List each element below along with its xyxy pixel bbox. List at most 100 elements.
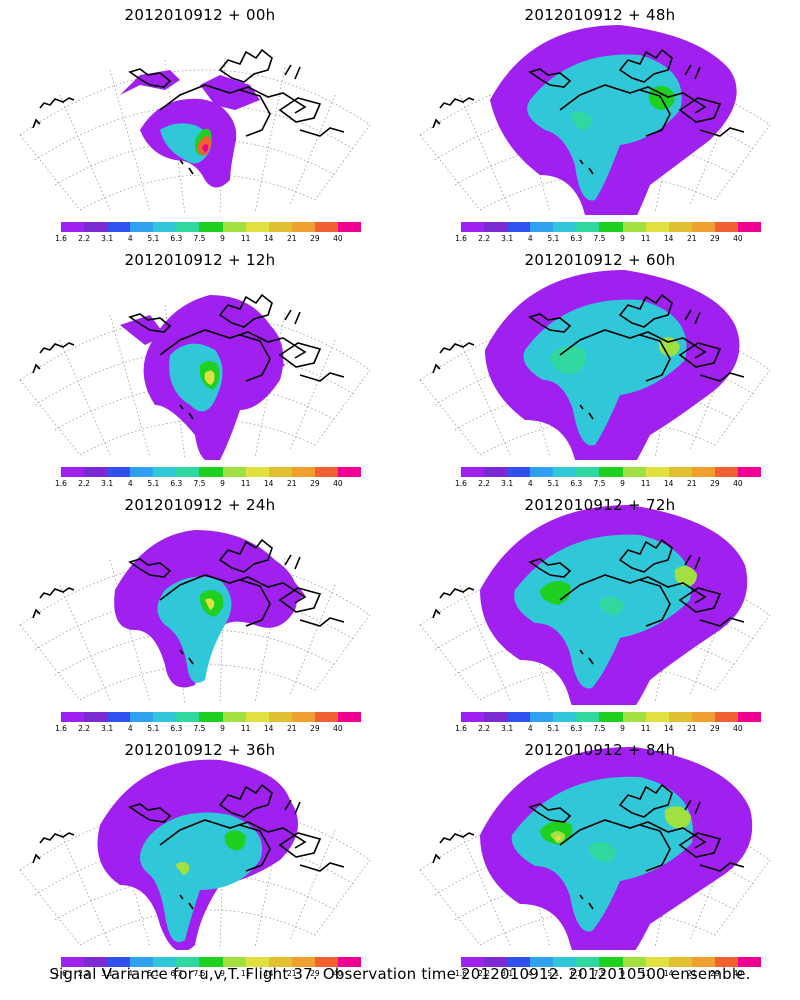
coastline	[239, 334, 271, 382]
colorbar-tick-label: 14	[663, 234, 674, 243]
coastline	[239, 89, 271, 137]
colorbar-segment	[530, 467, 554, 477]
coastline	[579, 159, 594, 175]
colorbar-tick-label: 3.1	[101, 969, 114, 978]
colorbar-segment	[268, 467, 293, 477]
coastline	[678, 587, 722, 613]
graticule-line	[59, 339, 111, 456]
colorbar-tick-label: 40	[333, 969, 343, 978]
colorbar-tick-label: 2.2	[78, 479, 91, 488]
graticule-line	[459, 94, 511, 211]
colorbar-segment	[645, 222, 670, 232]
coastline	[559, 329, 707, 359]
colorbar-tick-label: 7.5	[193, 234, 206, 243]
colorbar-labels: 1.6 2.2 3.1 4 5.1 6.3 7.5 9 11 14 21 29 40	[455, 234, 761, 246]
colorbar-tick-label: 29	[310, 479, 320, 488]
colorbar-tick-label: 6.3	[170, 234, 183, 243]
colorbar-segment	[737, 712, 762, 722]
colorbar-segment	[599, 712, 624, 722]
variance-contour-region	[204, 370, 215, 385]
map-panel: 2012010912 + 36h 1.6 2.2 3.1 4 5.1 6.3 7.5 9 11 14…	[0, 735, 400, 980]
coastline	[218, 293, 273, 328]
coastline	[684, 309, 701, 325]
colorbar-segment	[737, 467, 762, 477]
graticule-line	[314, 369, 371, 446]
colorbar-segment	[599, 222, 624, 232]
coastline	[159, 329, 307, 359]
coastline	[32, 363, 41, 374]
colorbar-segment	[599, 467, 624, 477]
coastline	[284, 799, 301, 815]
graticule-line	[59, 94, 111, 211]
colorbar-segment	[645, 467, 670, 477]
colorbar-tick-label: 21	[286, 479, 297, 488]
map-plot	[419, 505, 771, 705]
coastline	[528, 68, 572, 88]
colorbar-tick-label: 7.5	[593, 969, 606, 978]
colorbar-segment	[645, 712, 670, 722]
colorbar-labels: 1.6 2.2 3.1 4 5.1 6.3 7.5 9 11 14 21 29 40	[55, 479, 361, 491]
colorbar-labels: 1.6 2.2 3.1 4 5.1 6.3 7.5 9 11 14 21 29 40	[55, 969, 361, 981]
colorbar-tick-label: 14	[263, 479, 274, 488]
colorbar-tick-label: 7.5	[193, 724, 206, 733]
panel-title: 2012010912 + 12h	[124, 251, 276, 269]
graticule-line	[419, 379, 481, 456]
coastline	[128, 68, 172, 88]
colorbar-segment	[714, 222, 739, 232]
colorbar-tick-label: 6.3	[170, 724, 183, 733]
coastline	[179, 649, 194, 665]
colorbar-tick-label: 4	[127, 969, 133, 978]
colorbar-segment	[645, 957, 670, 967]
coastline	[639, 579, 671, 627]
colorbar-segment	[737, 222, 762, 232]
colorbar-tick-label: 14	[263, 724, 274, 733]
colorbar	[461, 957, 762, 967]
panel-title: 2012010912 + 60h	[524, 251, 676, 269]
figure-caption: Signal Variance for u,v,T. Flight 37. Ob…	[49, 965, 751, 983]
coastline	[278, 587, 322, 613]
coastline	[579, 649, 594, 665]
colorbar-tick-label: 21	[286, 969, 297, 978]
colorbar-tick-label: 3.1	[501, 479, 514, 488]
colorbar-segment	[507, 222, 531, 232]
colorbar-segment	[84, 957, 108, 967]
colorbar-tick-label: 6.3	[170, 479, 183, 488]
coastline	[684, 64, 701, 80]
coastline	[32, 853, 41, 864]
graticule-line	[419, 624, 481, 701]
colorbar-tick-label: 14	[663, 479, 674, 488]
graticule-line	[254, 67, 286, 213]
colorbar-segment	[84, 712, 108, 722]
colorbar-segment	[622, 467, 647, 477]
colorbar-tick-label: 11	[640, 479, 651, 488]
colorbar-segment	[461, 222, 485, 232]
colorbar-tick-label: 14	[263, 969, 274, 978]
coastline	[439, 342, 475, 354]
colorbar-segment	[668, 712, 693, 722]
colorbar-tick-label: 2.2	[78, 724, 91, 733]
colorbar-segment	[337, 957, 362, 967]
colorbar-segment	[107, 222, 131, 232]
colorbar	[61, 957, 362, 967]
colorbar-segment	[153, 222, 177, 232]
colorbar-segment	[484, 712, 508, 722]
coastline	[218, 48, 273, 83]
colorbar	[461, 222, 762, 232]
colorbar-segment	[268, 712, 293, 722]
colorbar-tick-label: 4	[527, 724, 533, 733]
colorbar-tick-label: 5.1	[547, 479, 560, 488]
graticule-line	[714, 124, 771, 201]
colorbar-tick-label: 40	[333, 234, 343, 243]
colorbar-segment	[245, 467, 270, 477]
colorbar-segment	[553, 957, 577, 967]
coastline	[639, 824, 671, 872]
colorbar-segment	[199, 712, 224, 722]
colorbar-tick-label: 3.1	[501, 724, 514, 733]
colorbar-segment	[291, 467, 316, 477]
colorbar-segment	[176, 467, 200, 477]
colorbar-labels: 1.6 2.2 3.1 4 5.1 6.3 7.5 9 11 14 21 29 40	[55, 724, 361, 736]
colorbar-tick-label: 1.6	[55, 969, 67, 978]
colorbar-tick-label: 6.3	[170, 969, 183, 978]
coastlines	[32, 293, 345, 420]
colorbar-tick-label: 14	[663, 724, 674, 733]
